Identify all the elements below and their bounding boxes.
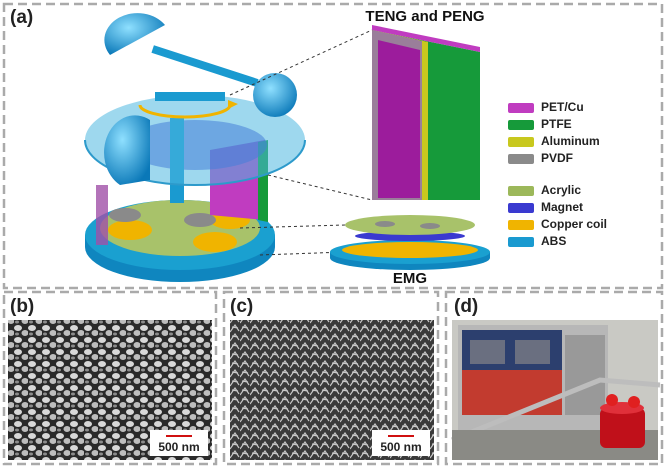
- legend-label: PTFE: [541, 117, 572, 131]
- panel-frame: [222, 290, 440, 466]
- legend-label: Acrylic: [541, 183, 581, 197]
- legend-swatch: [508, 203, 534, 213]
- panel-label: (c): [230, 296, 253, 317]
- legend-swatch: [508, 103, 534, 113]
- scale-box: [372, 430, 430, 456]
- photo: [451, 320, 661, 460]
- emg-title: EMG: [393, 270, 427, 287]
- legend-swatch: [508, 220, 534, 230]
- legend: PET/Cu PTFE Aluminum PVDF Acrylic Magnet Coppe…: [508, 100, 607, 248]
- legend-label: ABS: [541, 234, 566, 248]
- legend-swatch: [508, 237, 534, 247]
- scale-label: 500 nm: [380, 440, 421, 454]
- teng-title: TENG and PENG: [365, 8, 484, 25]
- legend-swatch: [508, 120, 534, 130]
- layer-zoom: [372, 25, 480, 200]
- legend-swatch: [508, 137, 534, 147]
- panel-frame: [2, 2, 664, 290]
- emg-drawing: [330, 215, 490, 270]
- panel-label: (a): [10, 7, 33, 28]
- legend-label: Aluminum: [541, 134, 600, 148]
- scale-box: [150, 430, 208, 456]
- legend-swatch: [508, 186, 534, 196]
- panel-frame: [444, 290, 664, 466]
- legend-label: PVDF: [541, 151, 573, 165]
- leader-line: [259, 251, 346, 256]
- scale-label: 500 nm: [158, 440, 199, 454]
- legend-label: PET/Cu: [541, 100, 584, 114]
- panel-label: (b): [10, 296, 34, 317]
- legend-label: Copper coil: [541, 217, 607, 231]
- legend-swatch: [508, 154, 534, 164]
- leader-line: [229, 29, 373, 96]
- panel-label: (d): [454, 296, 478, 317]
- legend-label: Magnet: [541, 200, 583, 214]
- device-drawing: [84, 13, 306, 282]
- leader-line: [267, 174, 373, 201]
- panel-frame: [2, 290, 218, 466]
